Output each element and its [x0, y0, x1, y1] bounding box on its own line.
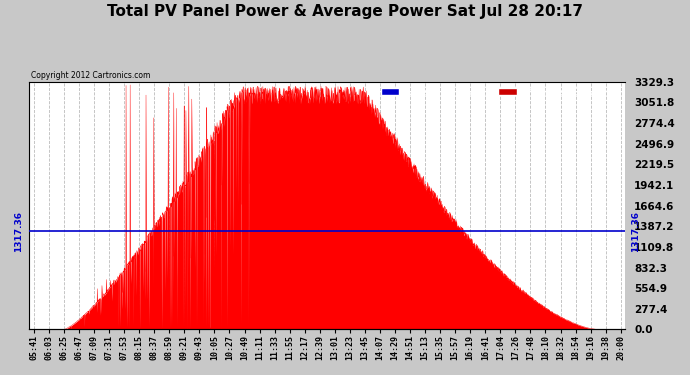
Text: Copyright 2012 Cartronics.com: Copyright 2012 Cartronics.com — [30, 72, 150, 81]
Legend: Average  (DC Watts), PV Panels  (DC Watts): Average (DC Watts), PV Panels (DC Watts) — [378, 85, 621, 99]
Text: 1317.36: 1317.36 — [631, 211, 640, 252]
Text: 1317.36: 1317.36 — [14, 211, 23, 252]
Text: Total PV Panel Power & Average Power Sat Jul 28 20:17: Total PV Panel Power & Average Power Sat… — [107, 4, 583, 19]
